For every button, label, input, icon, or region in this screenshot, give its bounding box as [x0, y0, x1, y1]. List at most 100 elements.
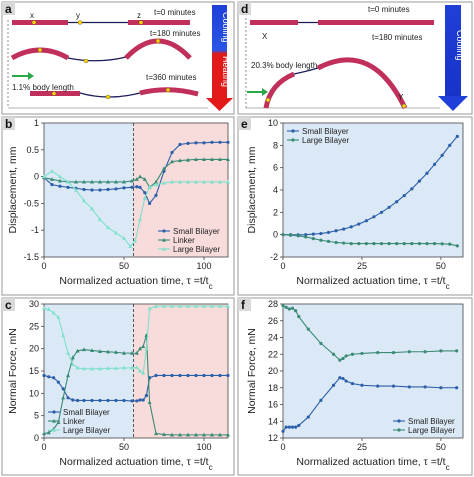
c-legend-1-marker [52, 419, 56, 423]
b-series-1-point [90, 179, 94, 184]
panel-a-label: a [5, 2, 12, 16]
c-series-2-point [56, 315, 61, 319]
e-ytick-label: -2 [270, 252, 278, 262]
e-ytick-label: 0 [273, 230, 278, 240]
f-ytick-label: 12 [268, 433, 278, 443]
c-series-1-point [226, 432, 230, 437]
f-ytick-label: 20 [268, 366, 278, 376]
b-series-2-point [194, 179, 198, 184]
point-a1-y [83, 58, 89, 64]
e-series-0-point [334, 229, 338, 233]
time-d0: t=0 minutes [368, 5, 410, 14]
c-series-1-point [42, 431, 46, 436]
c-series-1-point [141, 344, 146, 349]
c-series-0-point [52, 376, 56, 380]
e-series-1-point [326, 239, 331, 243]
b-series-1-point [178, 158, 182, 163]
cooling-bar-d [445, 5, 461, 97]
b-plot-frame [43, 122, 229, 258]
f-series-0-point [455, 386, 459, 390]
b-series-2-point [122, 236, 126, 240]
c-series-0-point [178, 373, 182, 378]
f-series-0-point [376, 384, 380, 388]
e-series-0-point [387, 205, 391, 209]
c-series-0-point [122, 398, 126, 403]
e-series-1-point [304, 235, 308, 239]
c-series-2-point [144, 346, 149, 351]
c-legend-2-marker [52, 428, 56, 432]
b-series-2-point [142, 195, 147, 200]
e-series-1-point [334, 240, 338, 245]
cooling-label-a: Cooling [221, 12, 231, 43]
c-series-0-point [154, 373, 158, 378]
c-series-0-point [47, 375, 51, 379]
panel-e-label: e [241, 117, 248, 131]
e-ytick-label: 4 [273, 185, 278, 195]
e-ytick-label: 2 [273, 207, 278, 217]
e-series-1-point [357, 242, 361, 246]
f-xtick-label: 0 [280, 442, 285, 452]
f-series-1-point [297, 314, 301, 319]
c-series-0-point [194, 373, 198, 378]
e-xtick-label: 25 [357, 261, 367, 271]
rod-a0-left [12, 20, 68, 25]
b-series-2-point [210, 179, 214, 184]
e-series-0-point [448, 143, 452, 147]
panel-f: f 12 14 16 18 20 22 24 26 28 0 25 50 Normalized actu… [237, 297, 473, 476]
b-series-1-point [162, 166, 166, 171]
e-series-1-point [395, 242, 399, 246]
e-series-0-point [349, 225, 353, 229]
c-series-1-point [98, 349, 102, 353]
chart-c: 0 5 10 15 20 25 30 0 50 100 Normalized actuation t… [7, 299, 230, 472]
c-series-0-point [210, 373, 214, 378]
c-series-2-point [90, 366, 94, 371]
c-ytick-label: 0 [34, 433, 39, 443]
b-xlabel-subscript: c [209, 282, 213, 291]
e-series-1-point [288, 233, 293, 237]
c-series-0-point [135, 399, 139, 403]
linker-d1 [293, 67, 319, 75]
c-series-1-point [114, 350, 118, 354]
e-ytick-label: 8 [273, 140, 278, 150]
panel-d-label-box [238, 2, 251, 15]
point-y-label: y [76, 11, 80, 20]
heating-label-a: Heating [221, 56, 231, 87]
e-series-0-point [395, 200, 399, 204]
c-series-2-point [178, 304, 182, 308]
c-series-1-point [147, 400, 152, 404]
panel-c: c 0 5 10 15 20 25 30 0 50 100 Normalized actuation… [1, 297, 235, 476]
f-series-0-point [350, 381, 355, 386]
b-series-1-point [186, 157, 190, 162]
c-series-2-point [186, 304, 190, 308]
cooling-label-d: Cooling [455, 30, 465, 61]
f-series-1-point [287, 307, 291, 311]
b-series-0-point [98, 188, 102, 192]
b-series-0-point [66, 185, 70, 189]
panel-d: d t=0 minutes X t=180 minutes Y 20.3% bo… [237, 1, 473, 115]
c-series-0-point [71, 398, 75, 402]
b-series-2-point [147, 185, 152, 189]
c-ylabel: Normal Force, mN [7, 328, 19, 414]
panel-f-label-box [238, 298, 251, 311]
e-series-1-point [387, 242, 391, 246]
e-series-1-point [432, 242, 437, 246]
point-a2-z [165, 87, 171, 93]
panel-a: a x y z t=0 minutes t=180 minutes t=360 … [1, 1, 235, 115]
c-series-0-point [90, 398, 94, 403]
f-series-0-point [297, 423, 301, 428]
e-series-0-point [319, 231, 323, 236]
f-series-1-point [439, 349, 443, 353]
f-series-1-point [284, 305, 288, 309]
b-series-1-point [210, 157, 214, 162]
point-a0-z [138, 20, 144, 25]
c-series-0-point [218, 373, 222, 378]
chart-f: 12 14 16 18 20 22 24 26 28 0 25 50 Normalized actuat… [246, 299, 464, 472]
b-series-1-point [50, 177, 54, 181]
c-series-1-point [82, 347, 86, 352]
c-series-0-point [226, 373, 230, 378]
b-ytick-label: -1 [31, 225, 39, 235]
b-xtick-label: 50 [119, 261, 129, 271]
c-ytick-label: 30 [29, 299, 39, 309]
c-series-2-point [141, 371, 146, 375]
b-series-0-point [50, 183, 54, 187]
